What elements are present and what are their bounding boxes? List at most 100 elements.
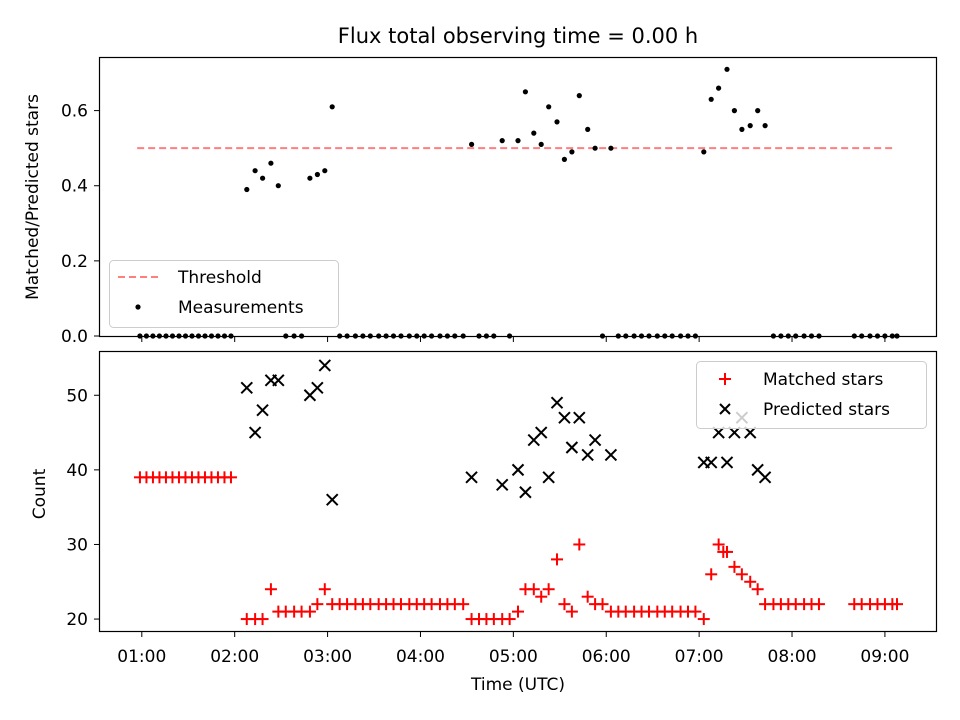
top-ytick-label: 0.6 xyxy=(61,102,88,122)
bottom-ytick-label: 50 xyxy=(66,386,88,406)
predicted-star-point xyxy=(542,471,555,484)
measurement-point xyxy=(531,130,537,136)
bottom-ylabel: Count xyxy=(30,468,50,519)
measurement-point xyxy=(554,119,560,125)
matched-star-point xyxy=(735,568,748,581)
matched-star-point xyxy=(744,575,757,588)
matched-star-point xyxy=(689,605,702,618)
measurement-point xyxy=(739,126,745,132)
predicted-star-point xyxy=(256,403,269,417)
measurement-point xyxy=(762,123,768,129)
bottom-xtick-label: 05:00 xyxy=(489,647,538,667)
bottom-xtick-label: 06:00 xyxy=(582,647,631,667)
legend-matched-label: Matched stars xyxy=(763,370,883,390)
matched-star-point xyxy=(573,538,586,551)
legend-measurements-label: Measurements xyxy=(178,298,304,318)
predicted-star-point xyxy=(272,374,285,387)
bottom-ytick-label: 20 xyxy=(66,610,88,630)
bottom-xlabel: Time (UTC) xyxy=(470,675,565,695)
measurement-point xyxy=(592,145,598,151)
matched-star-point xyxy=(581,590,594,603)
matched-star-point xyxy=(712,538,725,551)
matched-star-point xyxy=(812,598,825,611)
measurement-point xyxy=(252,168,258,174)
matched-star-point xyxy=(457,598,470,611)
legend-predicted-label: Predicted stars xyxy=(763,400,890,420)
legend-threshold-label: Threshold xyxy=(177,268,262,288)
matched-star-point xyxy=(311,598,324,611)
matched-star-point xyxy=(503,613,516,626)
measurement-point xyxy=(244,186,250,193)
matched-star-point xyxy=(728,560,741,573)
measurement-point xyxy=(307,175,313,181)
measurement-point xyxy=(701,149,707,155)
predicted-star-point xyxy=(565,441,579,454)
matched-star-point xyxy=(596,598,609,611)
measurement-point xyxy=(314,171,320,178)
top-ytick-label: 0.2 xyxy=(61,252,88,272)
bottom-xtick-label: 08:00 xyxy=(768,647,817,667)
measurement-point xyxy=(268,160,274,166)
measurement-point xyxy=(522,89,529,95)
measurement-point xyxy=(322,168,328,174)
matched-star-point xyxy=(512,605,524,618)
bottom-xtick-label: 02:00 xyxy=(210,647,259,667)
measurement-point xyxy=(538,141,544,147)
predicted-star-point xyxy=(573,411,586,424)
predicted-star-point xyxy=(581,448,594,462)
predicted-star-point xyxy=(604,448,618,462)
top-ytick-label: 0.0 xyxy=(61,327,88,347)
measurement-point xyxy=(755,108,761,114)
top-ytick-label: 0.4 xyxy=(61,177,88,197)
predicted-star-point xyxy=(311,381,324,395)
matched-star-point xyxy=(264,583,277,596)
predicted-star-point xyxy=(550,396,564,409)
matched-star-point xyxy=(705,568,718,581)
measurement-point xyxy=(546,104,552,110)
predicted-star-point xyxy=(720,456,734,469)
bottom-xtick-label: 09:00 xyxy=(860,647,909,667)
predicted-star-point xyxy=(705,456,718,469)
top-legend: Threshold Measurements xyxy=(109,260,339,328)
bottom-ytick-label: 30 xyxy=(66,535,88,555)
bottom-xtick-label: 03:00 xyxy=(303,647,352,667)
measurement-point xyxy=(724,66,730,72)
measurement-point xyxy=(747,123,753,129)
predicted-star-point xyxy=(465,471,478,484)
measurement-point xyxy=(716,85,722,91)
matched-star-point xyxy=(224,471,237,484)
bottom-xtick-label: 01:00 xyxy=(117,647,166,667)
matched-star-point xyxy=(697,613,710,626)
predicted-star-point xyxy=(519,486,532,499)
measurement-point xyxy=(275,183,281,189)
measurement-point xyxy=(329,104,335,110)
matched-star-point xyxy=(890,598,903,611)
measurement-point xyxy=(499,138,505,144)
bottom-xtick-label: 04:00 xyxy=(396,647,445,667)
measurement-point xyxy=(708,96,714,102)
measurement-point xyxy=(576,93,582,99)
predicted-star-point xyxy=(558,411,571,424)
predicted-star-point xyxy=(588,433,602,447)
predicted-star-point xyxy=(240,381,253,395)
bottom-legend: Matched stars Predicted stars xyxy=(696,361,927,429)
matched-star-point xyxy=(565,605,578,618)
top-plot-panel: 0.0 0.2 0.4 0.6 Matched/Predicted stars Thr… xyxy=(23,56,938,347)
predicted-star-point xyxy=(535,426,548,439)
predicted-star-point xyxy=(511,463,525,477)
measurement-point xyxy=(515,138,521,144)
matched-star-point xyxy=(303,605,316,618)
matched-star-point xyxy=(542,583,555,596)
measurement-point xyxy=(469,141,475,147)
matched-star-point xyxy=(256,613,269,626)
predicted-star-point xyxy=(758,471,772,484)
measurement-point xyxy=(585,126,591,132)
measurement-point xyxy=(260,175,266,181)
matched-star-point xyxy=(535,590,548,603)
measurement-point xyxy=(561,156,568,162)
matched-star-point xyxy=(751,583,764,596)
measurement-point xyxy=(731,108,738,114)
legend-matched-marker xyxy=(719,373,731,385)
matched-star-point xyxy=(318,583,331,596)
